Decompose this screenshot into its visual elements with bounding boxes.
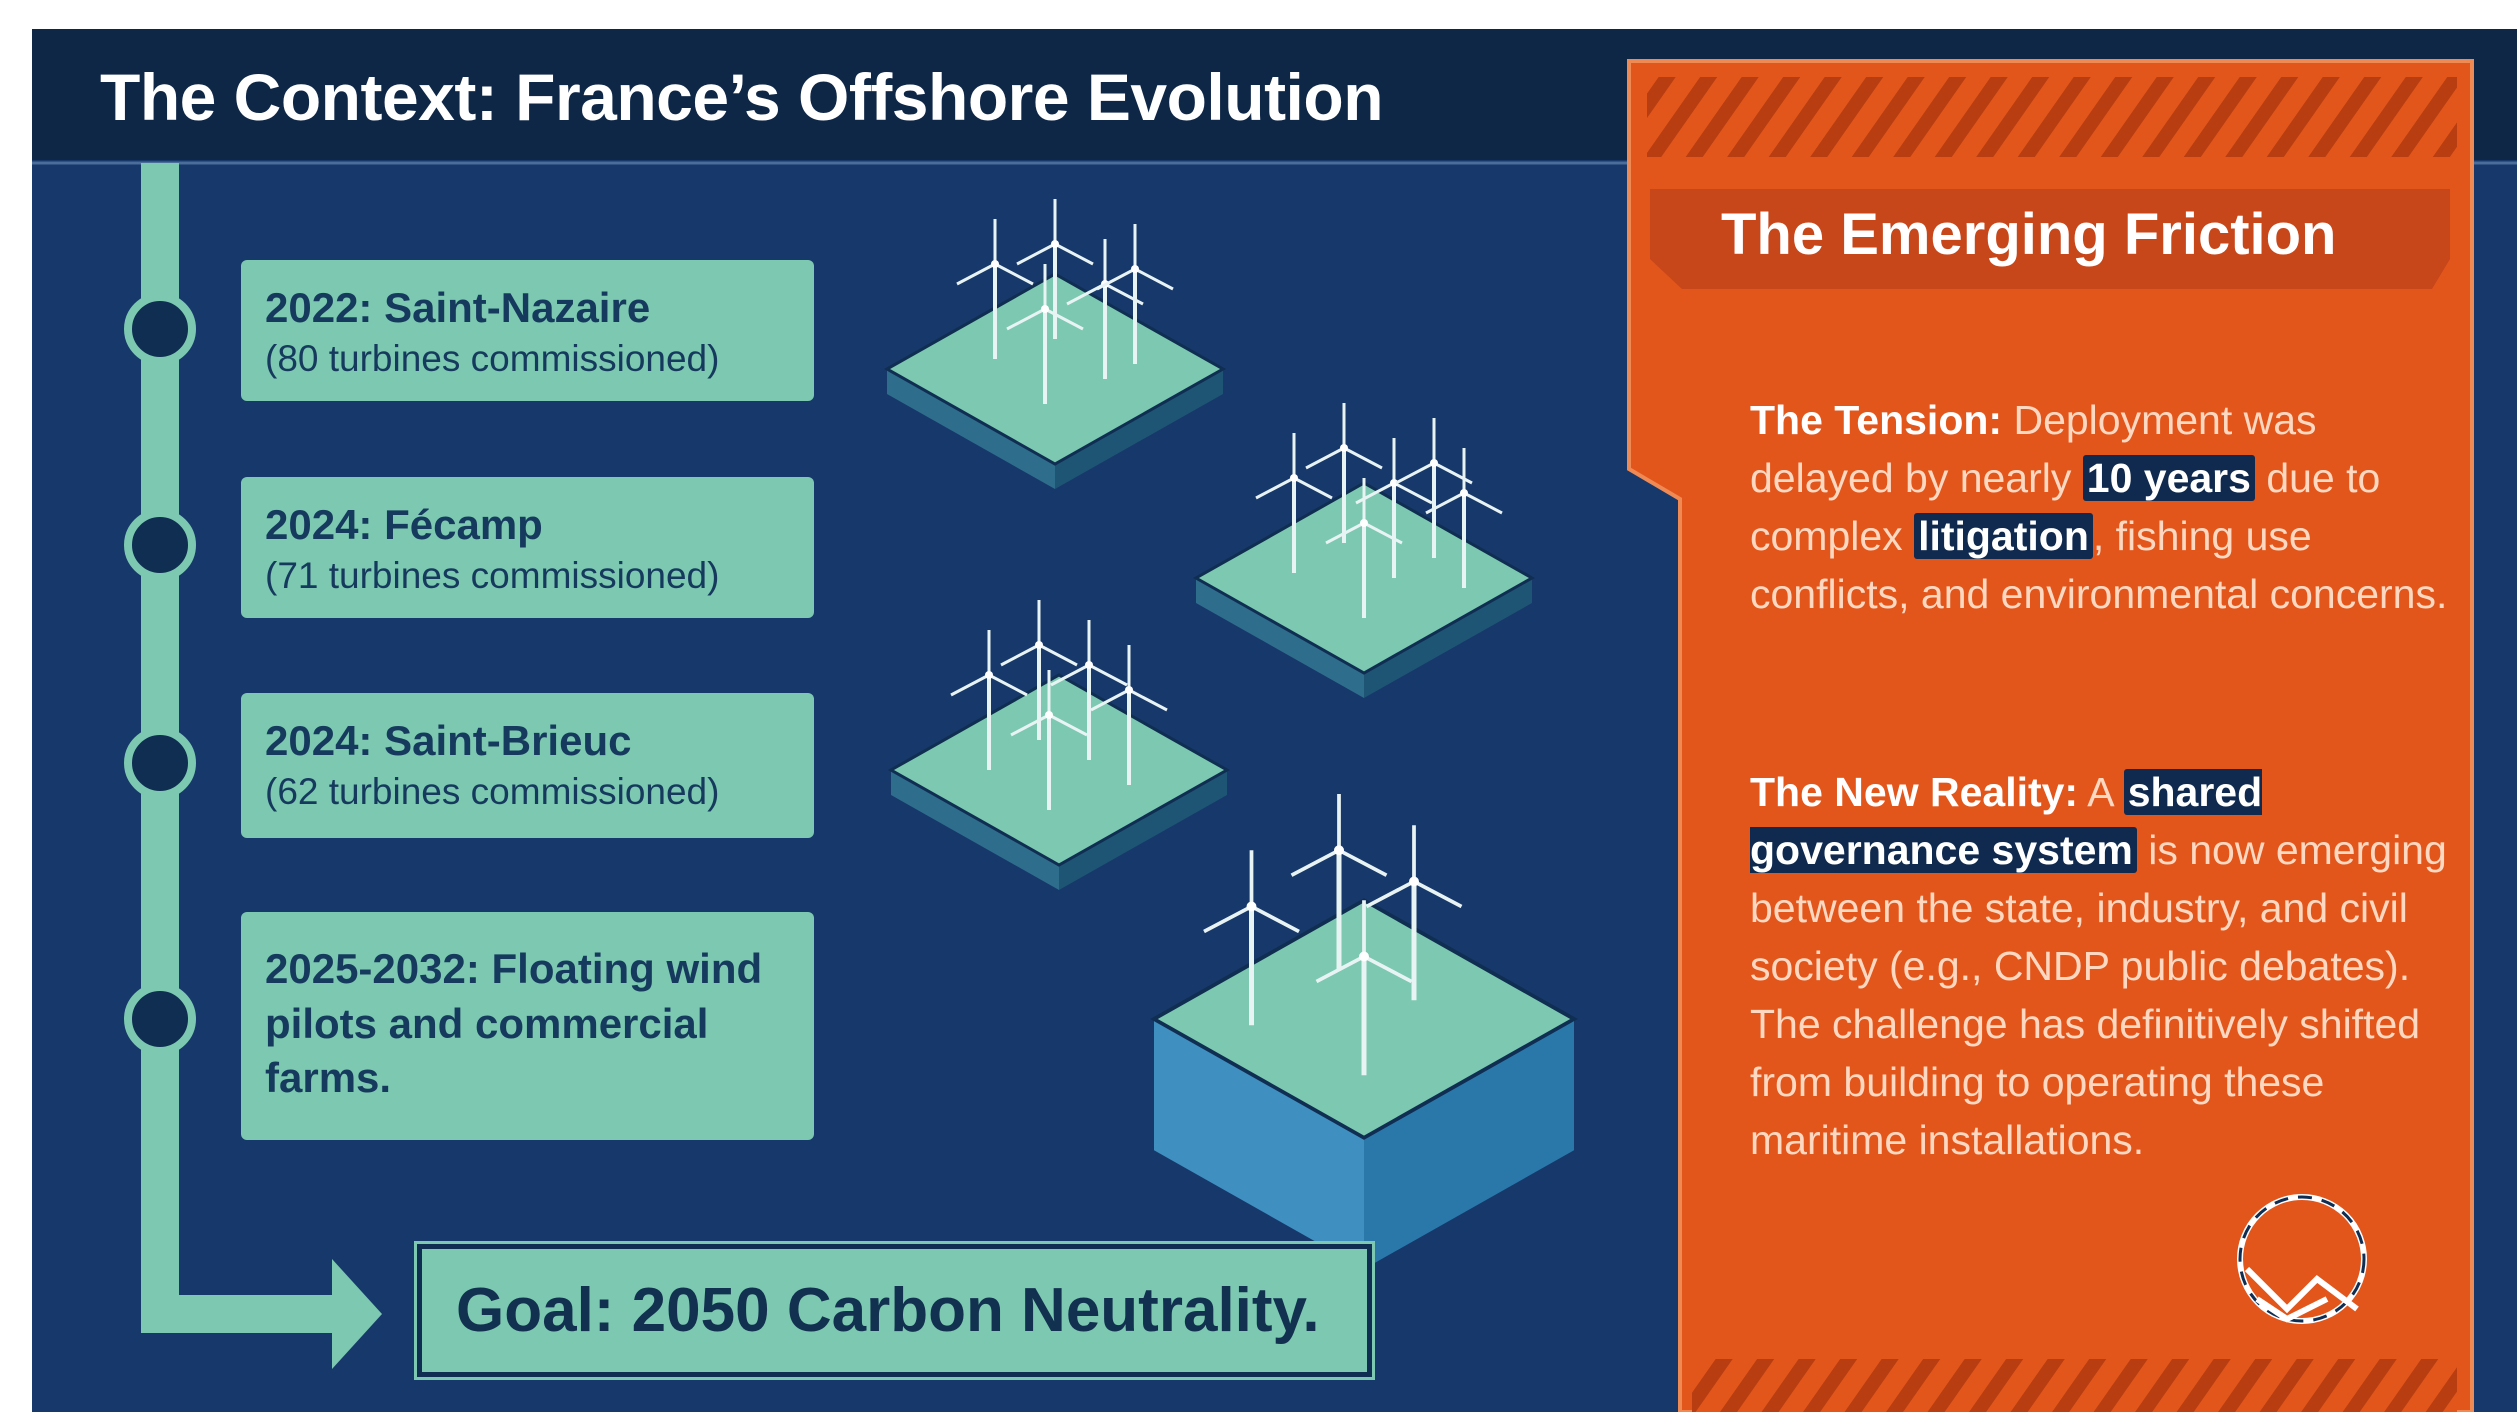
card-detail: (62 turbines commissioned) — [265, 768, 790, 816]
timeline-card: 2025-2032: Floating wind pilots and comm… — [241, 912, 814, 1140]
timeline-card: 2022: Saint-Nazaire (80 turbines commiss… — [241, 260, 814, 401]
header-title: The Context: France’s Offshore Evolution — [100, 59, 1383, 135]
paragraph-label: The Tension: — [1750, 397, 2002, 443]
card-detail: (80 turbines commissioned) — [265, 335, 790, 383]
card-title: 2025-2032: Floating wind pilots and comm… — [265, 942, 790, 1106]
paragraph: The New Reality: A shared governance sys… — [1750, 763, 2450, 1169]
body-text: is now emerging between the state, indus… — [1750, 827, 2447, 1163]
friction-title: The Emerging Friction — [1721, 201, 2337, 268]
wind-farms — [887, 199, 1574, 1269]
card-title: 2022: Saint-Nazaire — [265, 282, 790, 335]
paragraph-label: The New Reality: — [1750, 769, 2078, 815]
paragraph: The Tension: Deployment was delayed by n… — [1750, 391, 2450, 623]
highlight-text: litigation — [1914, 513, 2093, 559]
goal-box: Goal: 2050 Carbon Neutrality. — [417, 1244, 1372, 1377]
highlight-text: 10 years — [2083, 455, 2255, 501]
body-text: A — [2078, 769, 2124, 815]
infographic: The Context: France’s Offshore Evolution… — [32, 29, 2517, 1412]
card-title: 2024: Saint-Brieuc — [265, 715, 790, 768]
page: {"header": {"title": "The Context: Franc… — [0, 0, 2517, 1412]
card-detail: (71 turbines commissioned) — [265, 552, 790, 600]
card-title: 2024: Fécamp — [265, 499, 790, 552]
timeline-card: 2024: Saint-Brieuc (62 turbines commissi… — [241, 693, 814, 838]
timeline-card: 2024: Fécamp (71 turbines commissioned) — [241, 477, 814, 618]
